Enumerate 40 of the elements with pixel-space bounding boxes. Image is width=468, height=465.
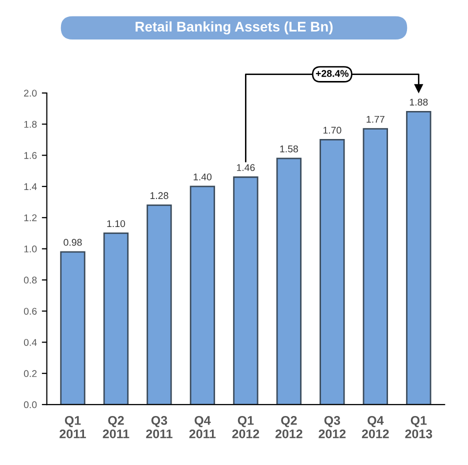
- data-label: 1.77: [366, 116, 384, 123]
- y-tick-label: 0.2: [24, 370, 37, 378]
- data-label: 1.40: [194, 173, 212, 180]
- bar: [190, 186, 216, 405]
- bar: [233, 176, 258, 405]
- bar: [103, 232, 129, 405]
- x-tick-label: Q2 2012: [275, 416, 302, 438]
- data-label: 1.10: [107, 220, 126, 228]
- x-tick-label: Q4 2012: [362, 416, 389, 438]
- y-tick-label: 1.2: [24, 214, 37, 222]
- data-label: 1.88: [410, 98, 428, 106]
- bar: [362, 128, 388, 405]
- data-label: 1.46: [236, 164, 255, 172]
- x-tick-label: Q1 2011: [60, 416, 86, 438]
- y-tick-label: 1.4: [24, 183, 37, 190]
- y-tick-label: 0.8: [24, 276, 37, 284]
- y-tick-label: 0.4: [24, 338, 37, 346]
- y-tick-label: 0.6: [24, 308, 37, 315]
- bar: [320, 139, 345, 405]
- data-label: 1.58: [280, 145, 298, 152]
- y-tick-label: 2.0: [24, 90, 37, 97]
- data-label: 1.70: [323, 126, 342, 134]
- bar: [146, 204, 172, 405]
- x-tick-label: Q3 2011: [146, 416, 172, 438]
- x-tick-label: Q3 2012: [318, 416, 346, 438]
- x-tick-label: Q1 2012: [232, 416, 260, 438]
- x-tick-label: Q4 2011: [189, 416, 216, 438]
- data-label: 0.98: [64, 238, 82, 246]
- y-tick-label: 0.0: [24, 401, 37, 408]
- data-label: 1.28: [150, 192, 168, 200]
- y-tick-label: 1.8: [24, 120, 37, 128]
- x-tick-label: Q2 2011: [102, 416, 130, 438]
- bar: [276, 158, 302, 405]
- y-tick-label: 1.0: [24, 246, 37, 252]
- y-tick-label: 1.6: [24, 152, 37, 159]
- bar: [406, 111, 432, 405]
- x-tick-label: Q1 2013: [405, 416, 432, 438]
- bar: [60, 251, 86, 405]
- chart-title: Retail Banking Assets (LE Bn): [136, 21, 333, 34]
- text: +28.4%: [316, 70, 349, 77]
